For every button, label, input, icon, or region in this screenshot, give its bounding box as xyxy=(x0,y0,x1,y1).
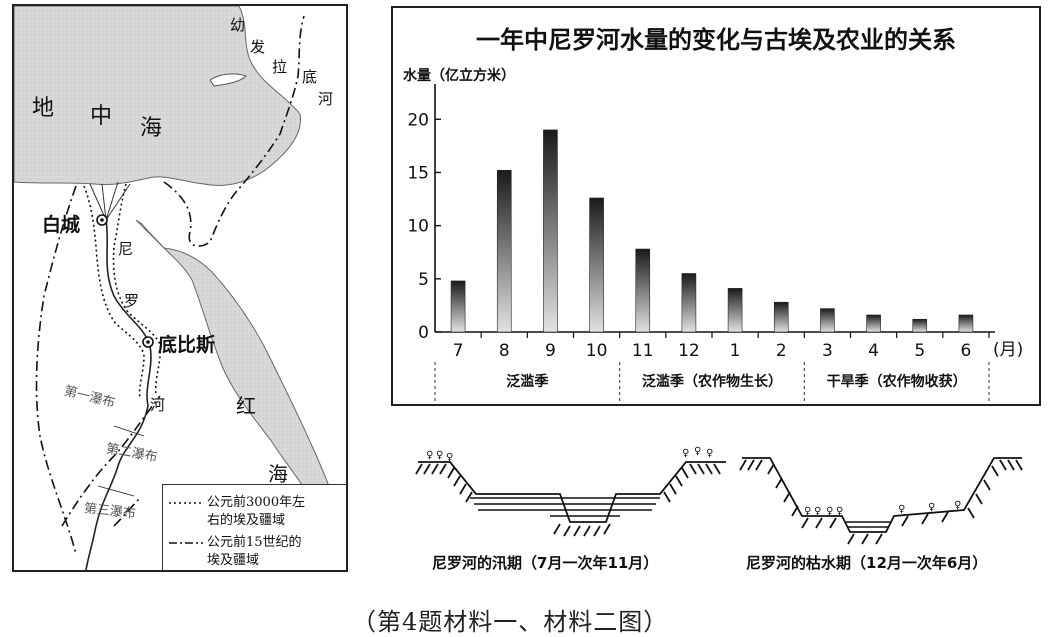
svg-text:♀: ♀ xyxy=(836,506,843,517)
label-euphrates-1: 幼 xyxy=(230,16,246,34)
y-tick-label: 20 xyxy=(407,110,429,130)
y-tick-label: 15 xyxy=(407,163,429,183)
chart-title: 一年中尼罗河水量的变化与古埃及农业的关系 xyxy=(476,26,956,54)
x-tick-label-12: 12 xyxy=(678,341,700,361)
svg-text:♀: ♀ xyxy=(706,448,713,459)
svg-text:♀: ♀ xyxy=(954,500,961,511)
nile-river-line xyxy=(85,219,152,570)
svg-text:♀: ♀ xyxy=(682,448,689,459)
y-tick-label: 10 xyxy=(407,217,429,237)
season-label: 泛滥季 xyxy=(506,373,548,390)
chart-xlabel: (月) xyxy=(993,340,1023,360)
bar-7 xyxy=(450,280,466,333)
dry-period-caption: 尼罗河的枯水期（12月一次年6月） xyxy=(746,554,988,572)
x-tick-label-4: 4 xyxy=(868,341,879,361)
legend-3000bc-line2: 右的埃及疆域 xyxy=(207,513,286,528)
figure-caption: （第4题材料一、材料二图） xyxy=(352,608,669,636)
label-nile-2: 罗 xyxy=(124,292,140,310)
mediterranean-sea-shape xyxy=(14,6,301,186)
label-nile-3: 河 xyxy=(150,396,166,414)
label-mediterranean-1: 地 xyxy=(32,96,55,121)
label-euphrates-3: 拉 xyxy=(272,58,288,76)
x-tick-label-7: 7 xyxy=(453,341,464,361)
label-white-city: 白城 xyxy=(42,214,81,236)
dry-period-diagram: ♀ ♀ ♀ ♀ ♀ ♀ ♀ xyxy=(739,457,1023,545)
x-tick-label-2: 2 xyxy=(776,341,787,361)
boundary-3000bc-east xyxy=(112,183,162,397)
label-thebes: 底比斯 xyxy=(158,334,216,356)
map-panel: 地 中 海 幼 发 拉 底 河 白城 底比斯 尼 罗 河 红 海 第一瀑布 第二… xyxy=(12,4,348,572)
label-mediterranean-3: 海 xyxy=(140,116,163,141)
label-mediterranean-2: 中 xyxy=(90,104,113,129)
boundary-15c-bc-north xyxy=(163,15,305,247)
legend-3000bc-line1: 公元前3000年左 xyxy=(207,495,306,510)
x-tick-label-10: 10 xyxy=(586,341,608,361)
chart-ylabel: 水量（亿立方米） xyxy=(403,67,515,84)
bar-6 xyxy=(958,314,974,333)
map-legend: 公元前3000年左 右的埃及疆域 公元前15世纪的 埃及疆域 xyxy=(162,484,346,570)
boundary-15c-bc xyxy=(35,185,161,555)
x-tick-label-1: 1 xyxy=(730,341,741,361)
bar-8 xyxy=(496,170,512,333)
label-nile-1: 尼 xyxy=(118,240,134,258)
nile-water-chart: 一年中尼罗河水量的变化与古埃及农业的关系 水量（亿立方米） 7 8 9 10 11 12 1… xyxy=(403,26,1023,404)
bar-1 xyxy=(727,288,743,333)
svg-text:♀: ♀ xyxy=(446,452,453,463)
boundary-3000bc-west xyxy=(83,185,145,399)
y-tick-label: 0 xyxy=(418,323,429,343)
svg-text:♀: ♀ xyxy=(898,504,905,515)
bar-2 xyxy=(773,301,789,333)
svg-text:♀: ♀ xyxy=(436,450,443,461)
bar-10 xyxy=(589,197,604,333)
x-tick-label-5: 5 xyxy=(914,341,925,361)
season-label: 干旱季（农作物收获） xyxy=(827,373,967,390)
svg-text:♀: ♀ xyxy=(426,450,433,461)
chart-panel: 一年中尼罗河水量的变化与古埃及农业的关系 水量（亿立方米） 7 8 9 10 11 12 1… xyxy=(391,6,1041,406)
label-red-sea-2: 海 xyxy=(268,462,288,486)
bar-5 xyxy=(912,318,928,333)
svg-text:♀: ♀ xyxy=(804,506,811,517)
svg-text:♀: ♀ xyxy=(814,506,821,517)
season-label: 泛滥季（农作物生长） xyxy=(642,373,782,390)
egypt-map xyxy=(14,6,346,570)
label-euphrates-5: 河 xyxy=(318,90,334,108)
x-tick-label-9: 9 xyxy=(545,341,556,361)
bar-3 xyxy=(820,308,835,333)
bar-11 xyxy=(635,248,651,333)
flood-period-caption: 尼罗河的汛期（7月一次年11月） xyxy=(432,554,659,572)
bar-9 xyxy=(543,129,558,333)
svg-text:♀: ♀ xyxy=(694,446,701,457)
legend-15c-line1: 公元前15世纪的 xyxy=(207,535,302,550)
x-tick-label-11: 11 xyxy=(632,341,654,361)
bar-4 xyxy=(866,314,881,333)
svg-text:♀: ♀ xyxy=(928,502,935,513)
svg-text:♀: ♀ xyxy=(826,506,833,517)
y-tick-label: 5 xyxy=(418,270,429,290)
label-euphrates-2: 发 xyxy=(250,38,266,56)
bar-12 xyxy=(681,273,697,333)
x-tick-label-8: 8 xyxy=(499,341,510,361)
label-red-sea-1: 红 xyxy=(236,394,256,418)
flood-period-diagram: ♀ ♀ ♀ ♀ ♀ ♀ xyxy=(415,446,726,537)
x-tick-label-6: 6 xyxy=(961,341,972,361)
label-euphrates-4: 底 xyxy=(302,68,318,86)
x-tick-label-3: 3 xyxy=(822,341,833,361)
legend-15c-line2: 埃及疆域 xyxy=(207,553,260,568)
